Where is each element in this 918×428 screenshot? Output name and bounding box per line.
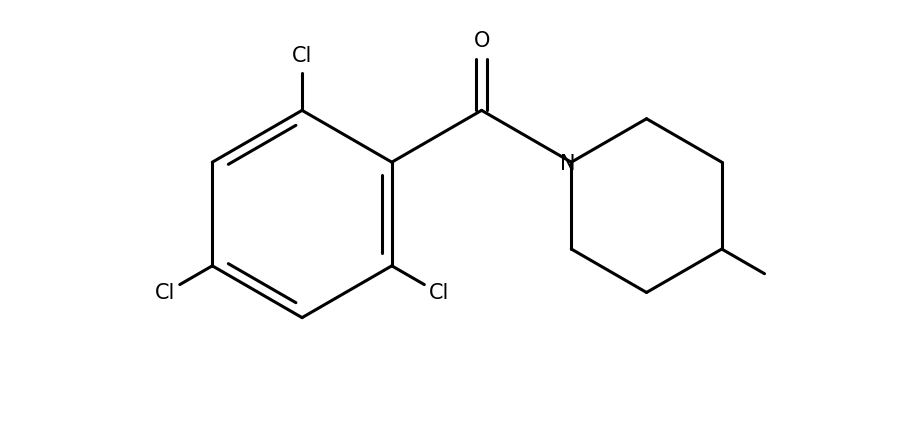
Text: Cl: Cl [155,283,175,303]
Text: N: N [560,154,575,174]
Text: Cl: Cl [292,46,312,66]
Text: Cl: Cl [429,283,449,303]
Text: O: O [474,31,490,51]
